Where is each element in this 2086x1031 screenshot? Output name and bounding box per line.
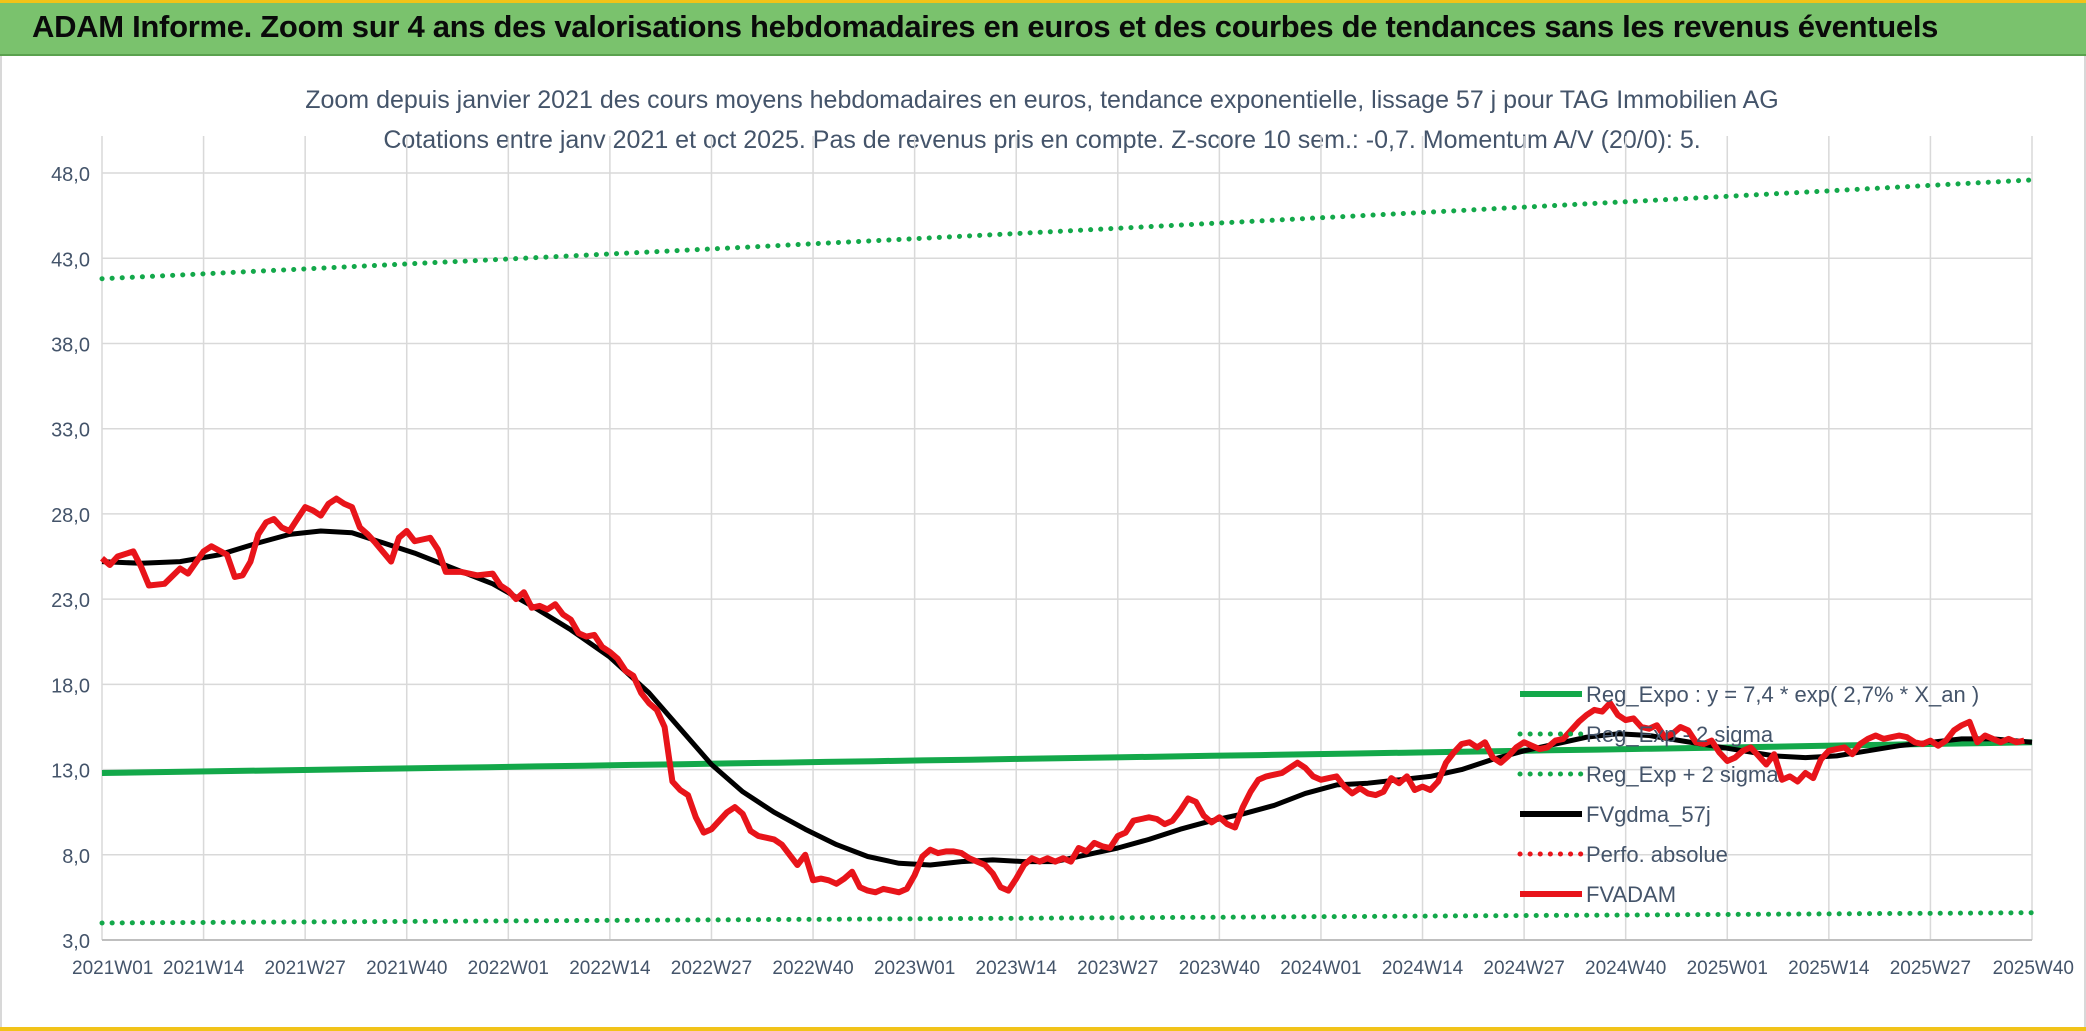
x-tick-label: 2022W14 — [569, 958, 651, 979]
y-tick-label: 18,0 — [51, 675, 90, 697]
legend-label-3: FVgdma_57j — [1586, 802, 1711, 827]
x-tick-label: 2024W40 — [1585, 958, 1666, 979]
y-tick-label: 43,0 — [51, 249, 90, 271]
footer-line — [0, 1027, 2086, 1031]
x-tick-label: 2025W27 — [1890, 958, 1971, 979]
x-tick-label: 2021W40 — [366, 958, 447, 979]
legend-label-0: Reg_Expo : y = 7,4 * exp( 2,7% * X_an ) — [1586, 682, 1979, 707]
x-tick-label: 2023W14 — [976, 958, 1058, 979]
y-tick-label: 23,0 — [51, 590, 90, 612]
x-tick-label: 2024W27 — [1483, 958, 1564, 979]
y-tick-label: 13,0 — [51, 761, 90, 783]
legend-label-2: Reg_Exp + 2 sigma — [1586, 762, 1779, 787]
x-tick-label: 2022W40 — [772, 958, 853, 979]
report-banner: ADAM Informe. Zoom sur 4 ans des valoris… — [0, 0, 2086, 56]
chart-grid — [101, 136, 2033, 941]
chart-legend: Reg_Expo : y = 7,4 * exp( 2,7% * X_an ) R… — [1517, 682, 1979, 907]
legend-label-1: Reg_Exp - 2 sigma — [1586, 722, 1774, 747]
y-tick-label: 38,0 — [51, 334, 90, 356]
chart-axes: 3,0 8,0 13,0 18,0 23,0 28,0 33,0 38,0 43,0 48,0 20… — [51, 164, 2074, 979]
x-tick-label: 2025W14 — [1788, 958, 1870, 979]
y-tick-label: 28,0 — [51, 505, 90, 527]
x-tick-label: 2025W01 — [1687, 958, 1768, 979]
report-title: ADAM Informe. Zoom sur 4 ans des valoris… — [32, 9, 1939, 44]
legend-label-4: Perfo. absolue — [1586, 842, 1728, 867]
x-tick-label: 2023W27 — [1077, 958, 1158, 979]
chart-title: Zoom depuis janvier 2021 des cours moyen… — [305, 86, 1779, 114]
chart-series — [99, 177, 2035, 926]
x-tick-label: 2023W01 — [874, 958, 955, 979]
y-tick-label: 48,0 — [51, 164, 90, 186]
x-tick-label: 2024W01 — [1280, 958, 1361, 979]
chart-subtitle: Cotations entre janv 2021 et oct 2025. P… — [383, 126, 1700, 154]
series-line-1 — [99, 910, 2035, 926]
x-tick-label: 2025W40 — [1993, 958, 2074, 979]
x-tick-label: 2022W01 — [468, 958, 549, 979]
series-line-2 — [99, 177, 2035, 282]
x-tick-label: 2021W27 — [264, 958, 345, 979]
x-tick-label: 2021W14 — [163, 958, 245, 979]
x-tick-label: 2024W14 — [1382, 958, 1464, 979]
chart-frame: Zoom depuis janvier 2021 des cours moyen… — [0, 56, 2086, 1031]
x-tick-label: 2022W27 — [671, 958, 752, 979]
y-tick-label: 3,0 — [62, 931, 90, 953]
series-line-5 — [100, 495, 2025, 896]
x-tick-label: 2021W01 — [72, 958, 153, 979]
chart-background — [2, 56, 2084, 1027]
legend-label-5: FVADAM — [1586, 882, 1676, 907]
chart-svg: Zoom depuis janvier 2021 des cours moyen… — [2, 56, 2084, 1027]
y-tick-label: 8,0 — [62, 846, 90, 868]
y-tick-label: 33,0 — [51, 420, 90, 442]
x-tick-label: 2023W40 — [1179, 958, 1260, 979]
